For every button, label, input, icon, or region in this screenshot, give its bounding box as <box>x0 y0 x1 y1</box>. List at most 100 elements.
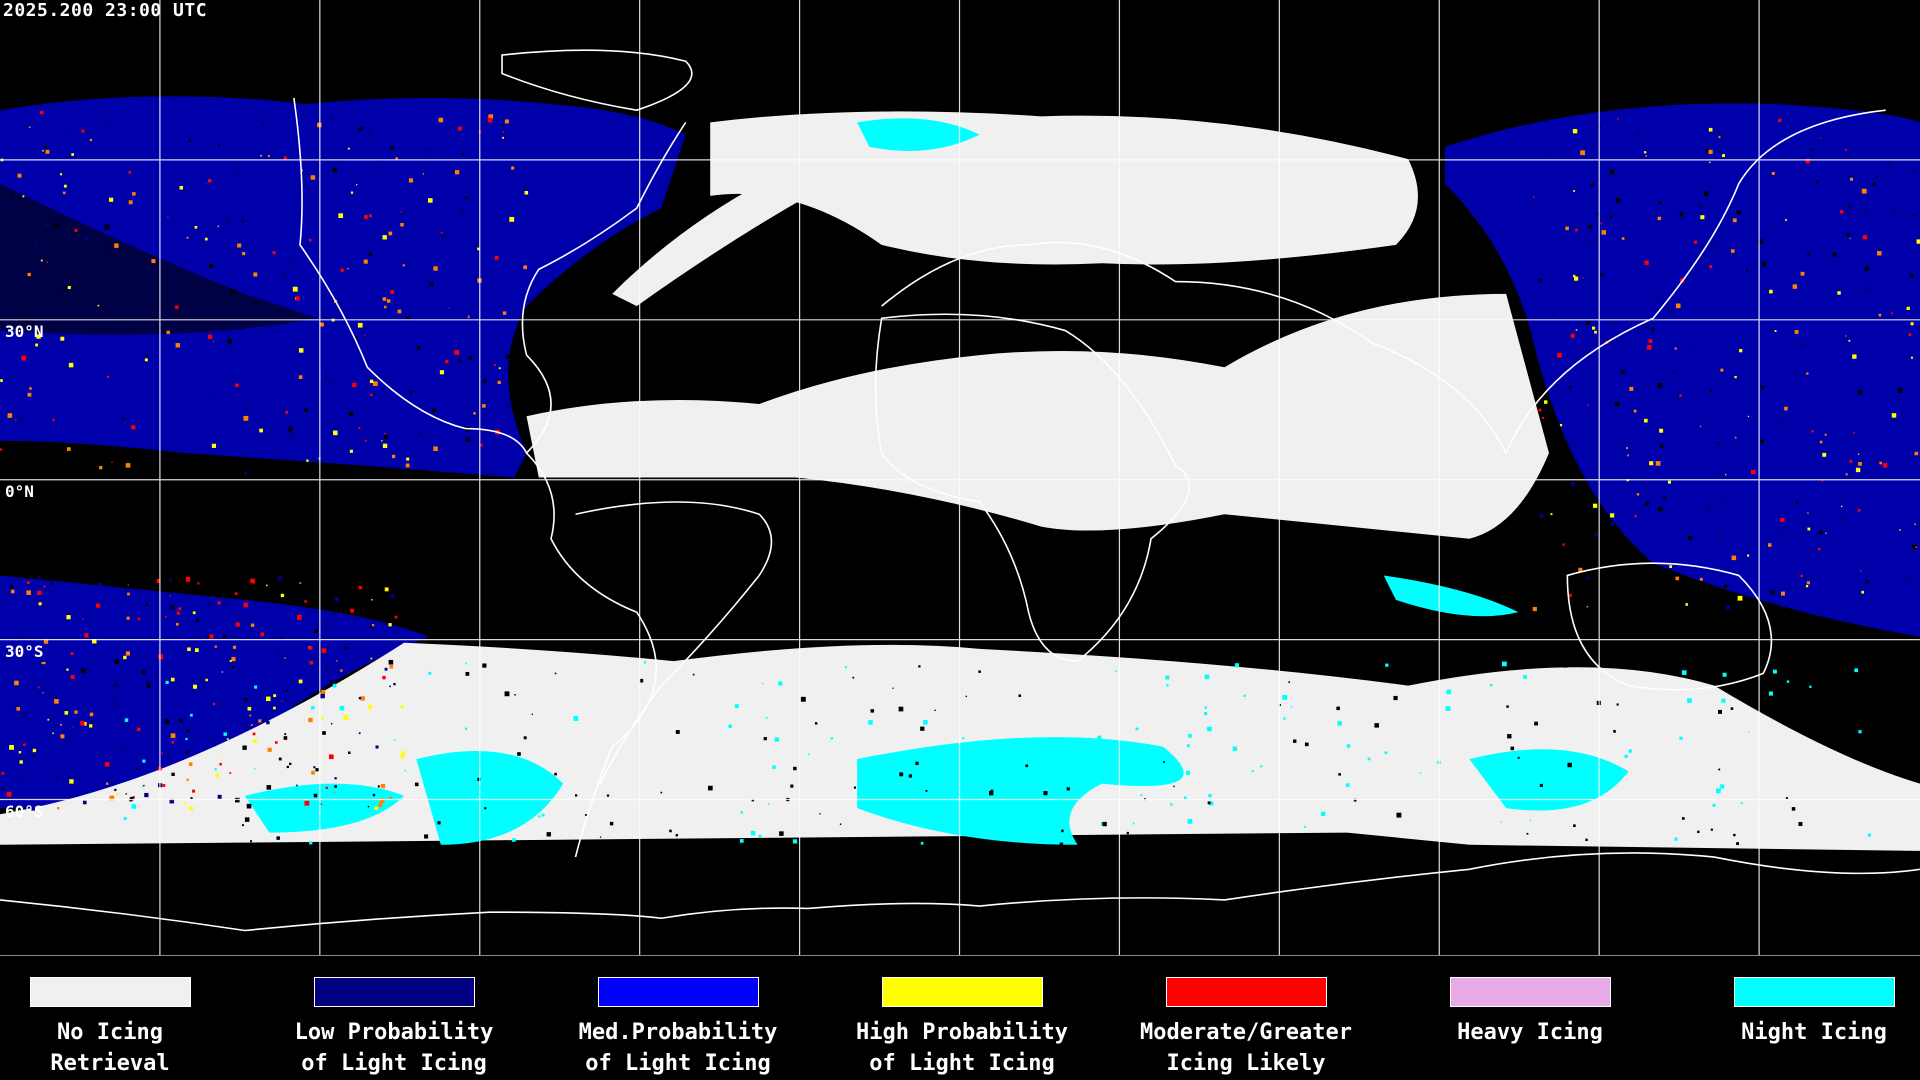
icing-speckle <box>1170 803 1173 806</box>
icing-speckle <box>321 689 326 694</box>
icing-speckle <box>67 285 71 290</box>
icing-speckle <box>217 794 222 799</box>
legend: No Icing Retrieval Low Probability of Ligh… <box>0 977 1920 1080</box>
icing-speckle <box>1562 543 1565 546</box>
icing-speckle <box>494 364 496 366</box>
icing-speckle <box>104 762 110 767</box>
icing-speckle <box>1740 802 1743 805</box>
icing-speckle <box>1857 508 1861 512</box>
icing-speckle <box>225 218 231 224</box>
icing-speckle <box>130 796 134 801</box>
icing-speckle <box>253 738 257 743</box>
icing-speckle <box>477 247 480 251</box>
icing-speckle <box>43 639 49 644</box>
icing-speckle <box>533 806 538 812</box>
icing-speckle <box>388 659 394 665</box>
icing-speckle <box>283 736 288 740</box>
icing-speckle <box>19 417 24 422</box>
icing-speckle <box>242 824 244 827</box>
icing-speckle <box>1720 368 1724 372</box>
icing-speckle <box>192 789 196 793</box>
icing-speckle <box>1165 675 1170 680</box>
icing-speckle <box>523 736 527 740</box>
icing-speckle <box>1760 439 1765 444</box>
icing-speckle <box>1570 481 1575 487</box>
icing-speckle <box>246 407 251 411</box>
icing-speckle <box>308 646 313 650</box>
icing-speckle <box>1517 756 1520 759</box>
icing-speckle <box>1912 544 1917 550</box>
icing-speckle <box>1126 831 1129 835</box>
icing-speckle <box>333 791 335 794</box>
icing-speckle <box>1530 378 1533 380</box>
icing-speckle <box>1774 329 1777 332</box>
icing-speckle <box>460 209 464 214</box>
icing-speckle <box>1173 785 1175 788</box>
icing-speckle <box>772 765 776 769</box>
icing-speckle <box>280 593 285 598</box>
icing-speckle <box>1646 344 1652 350</box>
icing-speckle <box>1204 712 1208 716</box>
icing-speckle <box>1862 234 1868 240</box>
icing-speckle <box>114 243 119 248</box>
icing-speckle <box>1807 527 1811 531</box>
icing-speckle <box>242 251 246 256</box>
icing-speckle <box>229 659 232 662</box>
icing-speckle <box>339 159 343 163</box>
icing-speckle <box>258 719 262 723</box>
icing-speckle <box>502 136 505 139</box>
icing-speckle <box>1208 793 1212 798</box>
icing-speckle <box>908 774 913 778</box>
icing-speckle <box>14 418 17 421</box>
icing-speckle <box>140 192 143 195</box>
icing-speckle <box>249 714 252 717</box>
icing-speckle <box>282 272 287 278</box>
icing-speckle <box>431 408 436 413</box>
icing-speckle <box>1615 401 1620 407</box>
icing-speckle <box>84 633 89 638</box>
icing-speckle <box>546 832 551 837</box>
icing-speckle <box>1698 203 1703 209</box>
icing-speckle <box>1736 209 1742 215</box>
icing-regions <box>0 96 1920 809</box>
icing-speckle <box>464 727 468 730</box>
icing-speckle <box>1846 233 1850 237</box>
icing-speckle <box>397 309 402 314</box>
icing-speckle <box>1135 727 1139 731</box>
icing-speckle <box>1679 212 1684 217</box>
icing-speckle <box>477 777 481 782</box>
icing-speckle <box>364 439 367 442</box>
graticule <box>0 0 1920 955</box>
icing-speckle <box>178 607 182 611</box>
icing-speckle <box>250 623 255 627</box>
icing-speckle <box>425 468 428 470</box>
icing-speckle <box>354 336 358 340</box>
icing-speckle <box>230 289 236 294</box>
icing-speckle <box>1879 461 1882 465</box>
icing-speckle <box>164 719 170 724</box>
icing-speckle <box>1616 703 1619 706</box>
icing-speckle <box>298 679 303 684</box>
icing-speckle <box>386 299 391 303</box>
icing-speckle <box>1839 210 1844 214</box>
icing-speckle <box>1374 723 1379 728</box>
icing-speckle <box>171 741 175 744</box>
legend-swatch <box>1449 977 1611 1007</box>
legend-line1: No Icing <box>57 1020 163 1045</box>
icing-speckle <box>393 683 396 686</box>
icing-speckle <box>305 607 308 610</box>
icing-speckle <box>37 590 42 596</box>
icing-speckle <box>83 722 87 726</box>
icing-speckle <box>1786 680 1790 683</box>
night-icing-regions <box>244 118 1629 845</box>
icing-speckle <box>1717 442 1720 445</box>
icing-speckle <box>309 660 314 665</box>
legend-label: Med.Probability of Light Icing <box>536 1017 820 1079</box>
icing-speckle <box>1798 821 1803 826</box>
icing-speckle <box>128 170 132 174</box>
icing-speckle <box>1772 669 1777 674</box>
icing-speckle <box>505 354 510 359</box>
icing-speckle <box>1506 705 1509 708</box>
icing-speckle <box>19 777 24 782</box>
icing-speckle <box>302 663 305 666</box>
